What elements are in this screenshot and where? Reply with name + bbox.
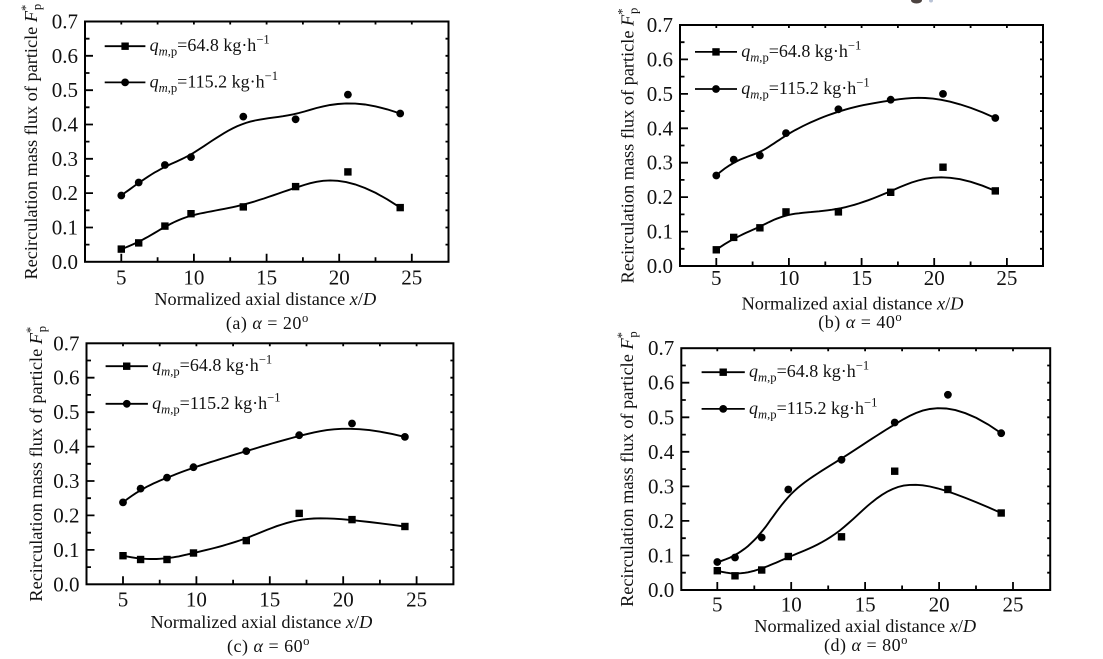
svg-text:0.6: 0.6 <box>53 366 79 390</box>
svg-text:qm,p=64.8 kg·h−1: qm,p=64.8 kg·h−1 <box>749 359 869 385</box>
svg-text:0.2: 0.2 <box>52 181 78 205</box>
svg-text:0.4: 0.4 <box>52 113 79 137</box>
svg-text:qm,p=64.8 kg·h−1: qm,p=64.8 kg·h−1 <box>150 33 270 59</box>
svg-text:0.7: 0.7 <box>53 331 79 355</box>
svg-text:0.4: 0.4 <box>648 440 675 464</box>
svg-text:0.4: 0.4 <box>647 116 674 140</box>
svg-text:qm,p=115.2 kg·h−1: qm,p=115.2 kg·h−1 <box>749 395 877 421</box>
svg-text:(c) α = 60o: (c) α = 60o <box>227 634 310 657</box>
svg-text:20: 20 <box>329 266 350 290</box>
svg-text:0.5: 0.5 <box>648 405 674 429</box>
svg-text:0.1: 0.1 <box>648 544 674 568</box>
svg-text:0.3: 0.3 <box>52 147 78 171</box>
svg-text:qm,p=115.2 kg·h−1: qm,p=115.2 kg·h−1 <box>152 390 280 416</box>
svg-text:0.6: 0.6 <box>648 371 674 395</box>
svg-text:0.6: 0.6 <box>647 47 673 71</box>
svg-text:qm,p=64.8 kg·h−1: qm,p=64.8 kg·h−1 <box>152 353 272 379</box>
svg-text:0.2: 0.2 <box>647 185 673 209</box>
svg-text:0.3: 0.3 <box>53 469 79 493</box>
svg-text:Recirculation mass flux of par: Recirculation mass flux of particle F*p <box>616 8 641 284</box>
svg-text:Recirculation mass flux of par: Recirculation mass flux of particle F*p <box>19 4 44 280</box>
svg-text:0.0: 0.0 <box>648 578 674 602</box>
svg-text:0.1: 0.1 <box>53 538 79 562</box>
svg-text:qm,p=115.2 kg·h−1: qm,p=115.2 kg·h−1 <box>741 76 869 102</box>
svg-text:20: 20 <box>333 588 354 612</box>
svg-text:15: 15 <box>855 592 876 616</box>
svg-text:0.0: 0.0 <box>52 250 78 274</box>
svg-text:15: 15 <box>851 266 872 290</box>
svg-text:0.3: 0.3 <box>648 474 674 498</box>
svg-text:10: 10 <box>778 266 799 290</box>
svg-text:0.2: 0.2 <box>648 509 674 533</box>
svg-text:25: 25 <box>401 266 422 290</box>
svg-text:25: 25 <box>996 266 1017 290</box>
svg-text:0.4: 0.4 <box>53 435 80 459</box>
svg-text:10: 10 <box>781 592 802 616</box>
svg-text:0.1: 0.1 <box>647 220 673 244</box>
svg-text:10: 10 <box>186 588 207 612</box>
svg-text:10: 10 <box>183 266 204 290</box>
svg-text:25: 25 <box>406 588 427 612</box>
svg-text:(d) α = 80o: (d) α = 80o <box>824 633 908 656</box>
svg-text:0.5: 0.5 <box>53 400 79 424</box>
svg-text:qm,p=115.2 kg·h−1: qm,p=115.2 kg·h−1 <box>150 69 278 95</box>
svg-text:Recirculation mass flux of par: Recirculation mass flux of particle F*p <box>24 326 49 602</box>
svg-text:Normalized axial distance x/D: Normalized axial distance x/D <box>150 612 372 632</box>
svg-text:Recirculation mass flux of par: Recirculation mass flux of particle F*p <box>615 331 640 607</box>
svg-text:5: 5 <box>116 266 127 290</box>
svg-text:0.5: 0.5 <box>52 78 78 102</box>
svg-text:0.5: 0.5 <box>647 82 673 106</box>
svg-text:0.7: 0.7 <box>52 10 78 34</box>
svg-text:15: 15 <box>259 588 280 612</box>
svg-text:20: 20 <box>929 592 950 616</box>
svg-text:0.7: 0.7 <box>647 13 673 37</box>
svg-text:(a) α = 20o: (a) α = 20o <box>226 311 309 334</box>
svg-text:25: 25 <box>1003 592 1024 616</box>
svg-text:Normalized axial distance x/D: Normalized axial distance x/D <box>742 294 964 314</box>
svg-text:0.1: 0.1 <box>52 216 78 240</box>
svg-text:0.6: 0.6 <box>52 44 78 68</box>
svg-text:5: 5 <box>711 266 722 290</box>
svg-text:15: 15 <box>256 266 277 290</box>
svg-text:(b) α = 40o: (b) α = 40o <box>818 310 902 333</box>
svg-text:0.0: 0.0 <box>53 572 79 596</box>
svg-text:0.2: 0.2 <box>53 503 79 527</box>
svg-text:Normalized axial distance x/D: Normalized axial distance x/D <box>154 289 376 309</box>
svg-text:5: 5 <box>712 592 723 616</box>
svg-text:Normalized axial distance x/D: Normalized axial distance x/D <box>754 616 976 636</box>
svg-text:qm,p=64.8 kg·h−1: qm,p=64.8 kg·h−1 <box>741 38 861 64</box>
svg-text:20: 20 <box>924 266 945 290</box>
svg-text:0.0: 0.0 <box>647 254 673 278</box>
svg-text:5: 5 <box>118 588 129 612</box>
svg-text:0.7: 0.7 <box>648 336 674 360</box>
svg-text:0.3: 0.3 <box>647 151 673 175</box>
